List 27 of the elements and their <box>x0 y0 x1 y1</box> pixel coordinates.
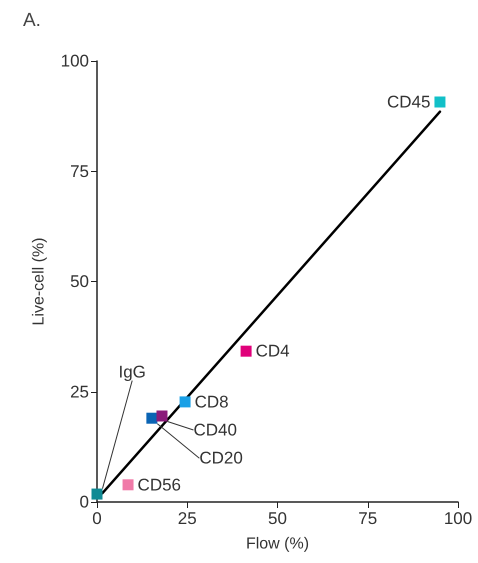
point <box>92 488 102 500</box>
x-tick-label: 100 <box>444 509 472 528</box>
y-tick-label: 0 <box>80 492 89 512</box>
text: CD20 <box>199 448 243 468</box>
x-axis-title: Flow (%) <box>246 536 310 552</box>
point <box>240 346 252 357</box>
x-tick-label: 25 <box>178 509 197 528</box>
y-tick-label: 75 <box>70 162 89 181</box>
text: IgG <box>118 362 146 382</box>
y-tick-label: 25 <box>70 382 89 402</box>
point <box>434 96 446 108</box>
point <box>156 410 168 422</box>
point <box>122 479 134 490</box>
series-label: CD45 <box>386 92 430 112</box>
y-tick-label: 100 <box>60 52 89 70</box>
y-tick-label: 50 <box>70 272 89 291</box>
series-label: CD4 <box>256 342 290 361</box>
chart-title: A. <box>23 10 41 31</box>
point <box>146 412 158 424</box>
x-tick-label: 75 <box>358 509 378 528</box>
x-tick-label: 0 <box>92 509 102 528</box>
x-tick-label: 50 <box>268 509 287 528</box>
series-label: CD40 <box>193 420 237 440</box>
series-label: CD56 <box>138 475 182 494</box>
y-axis-title: Live-cell (%) <box>30 237 48 326</box>
series-label: CD8 <box>194 392 229 412</box>
point <box>180 396 191 408</box>
